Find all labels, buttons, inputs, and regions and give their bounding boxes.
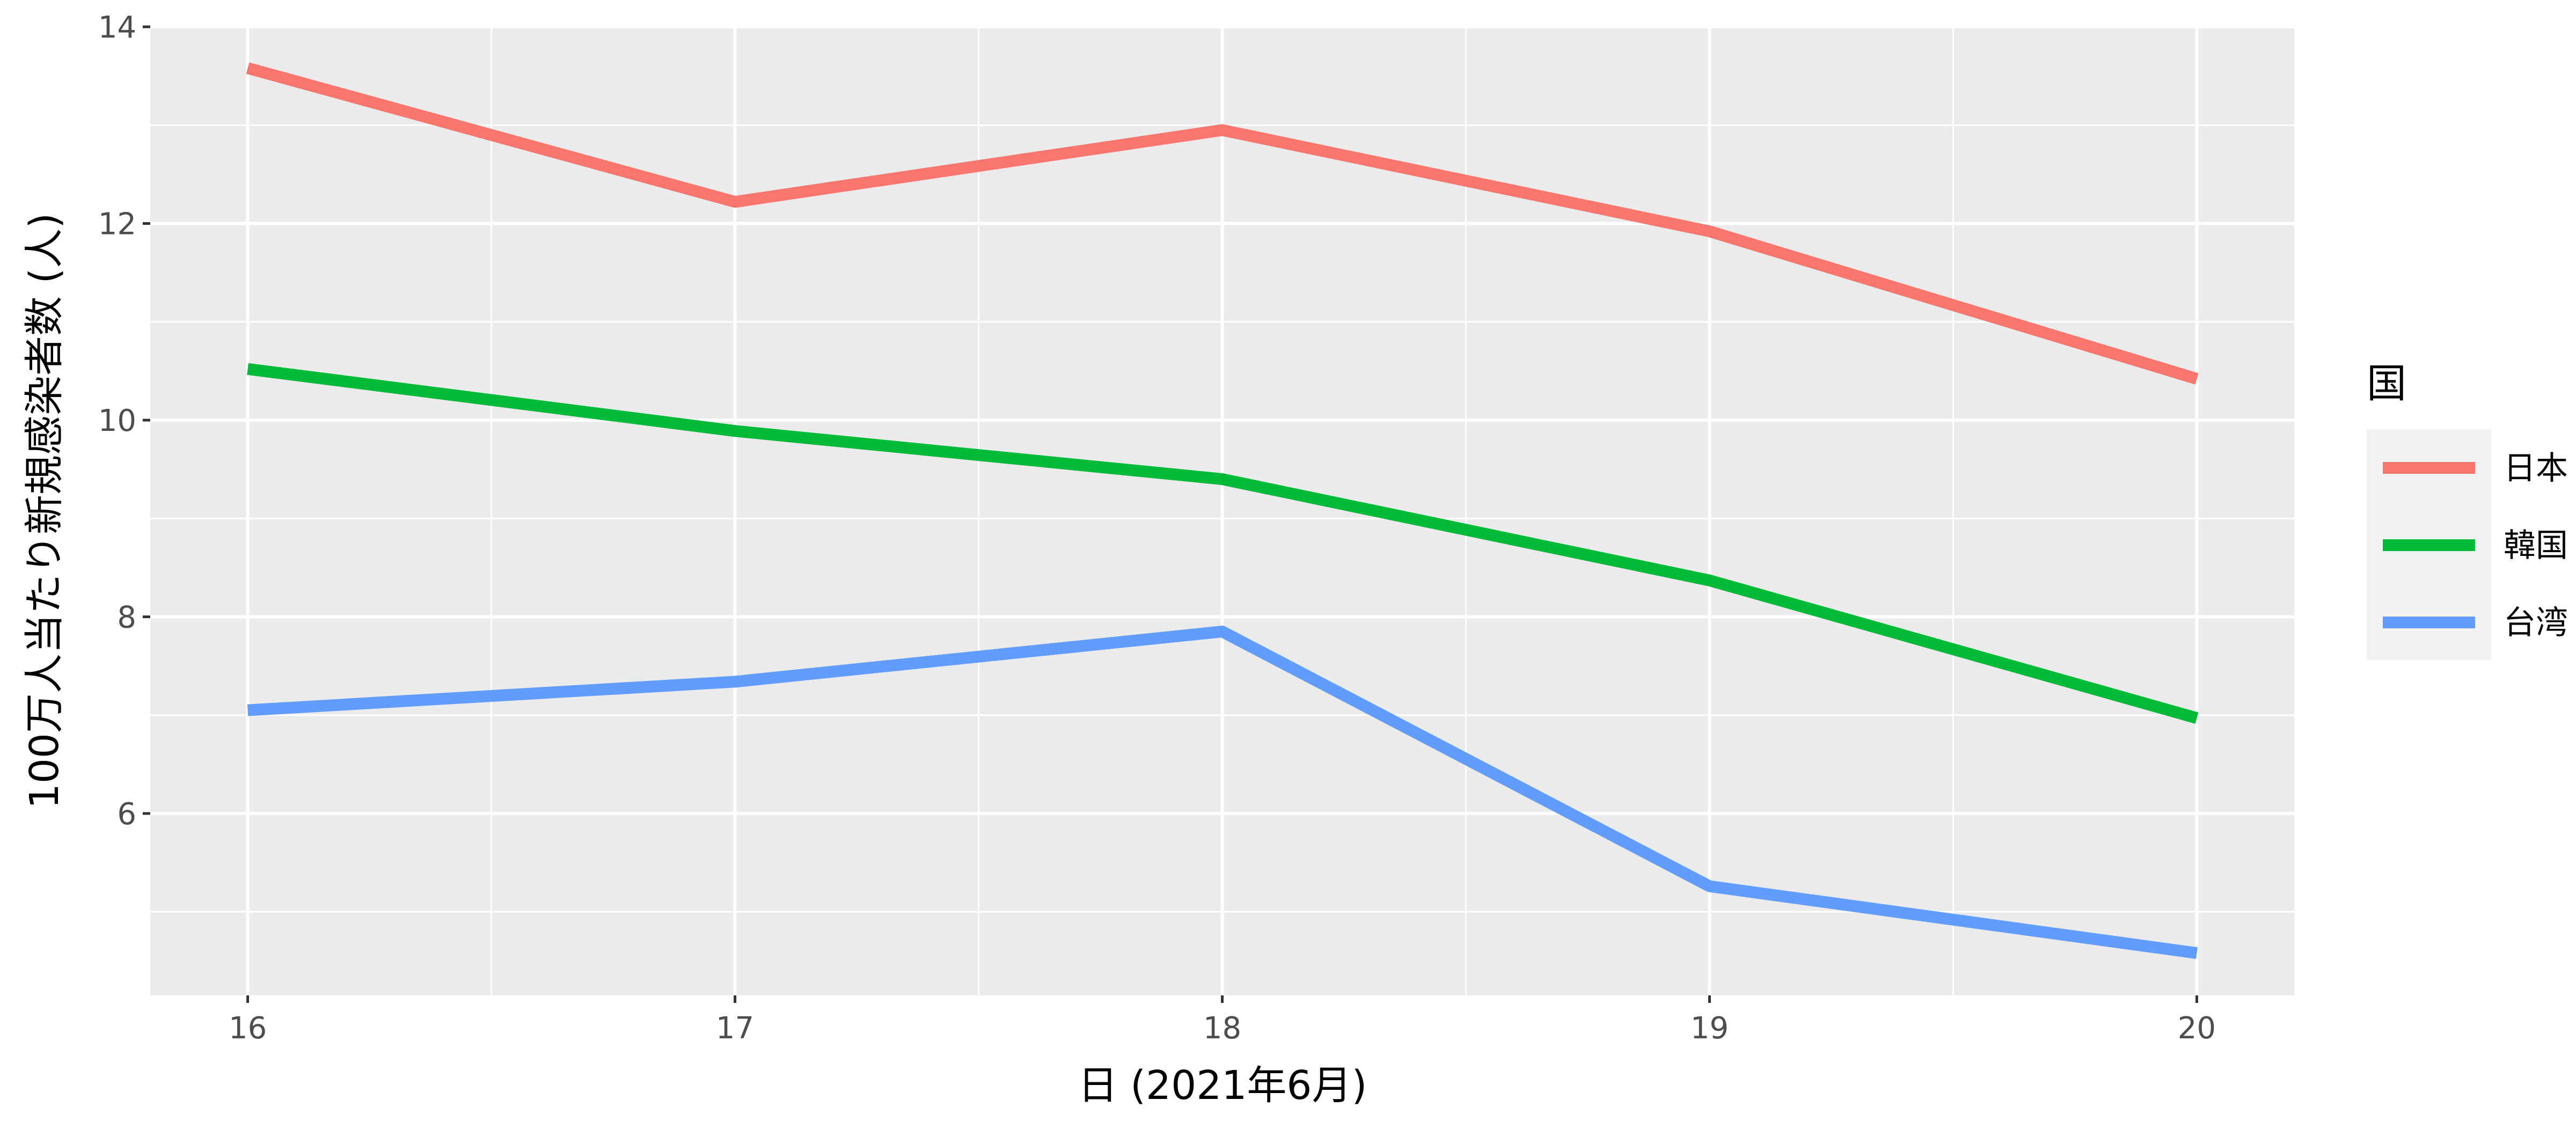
series-line-2	[247, 363, 2199, 724]
y-axis-tick-labels: 6 8 10 12 14	[98, 10, 136, 832]
x-tick-label: 19	[1690, 1011, 1729, 1046]
series-lines	[246, 62, 2199, 959]
x-tick-label: 18	[1203, 1011, 1241, 1046]
y-axis-title: 100万人当たり新規感染者数 (人)	[21, 213, 68, 809]
x-tick-label: 16	[229, 1011, 267, 1046]
x-axis-tick-labels: 16 17 18 19 20	[229, 1011, 2216, 1046]
series-line-1	[246, 62, 2199, 385]
x-tick-label: 20	[2178, 1011, 2216, 1046]
y-tick-label: 14	[98, 10, 136, 45]
legend-label-3: 台湾	[2504, 604, 2568, 642]
x-axis-title: 日 (2021年6月)	[1078, 1062, 1367, 1109]
axis-ticks	[143, 25, 2198, 1003]
legend-label-2: 韓国	[2504, 527, 2568, 564]
y-tick-label: 8	[117, 600, 136, 635]
legend-title: 国	[2367, 361, 2406, 407]
y-tick-label: 12	[98, 207, 136, 241]
series-line-3	[247, 625, 2198, 959]
y-tick-label: 6	[117, 797, 136, 832]
legend-label-1: 日本	[2504, 450, 2568, 487]
x-tick-label: 17	[716, 1011, 754, 1046]
y-tick-label: 10	[98, 404, 136, 438]
major-gridlines	[150, 25, 2294, 995]
